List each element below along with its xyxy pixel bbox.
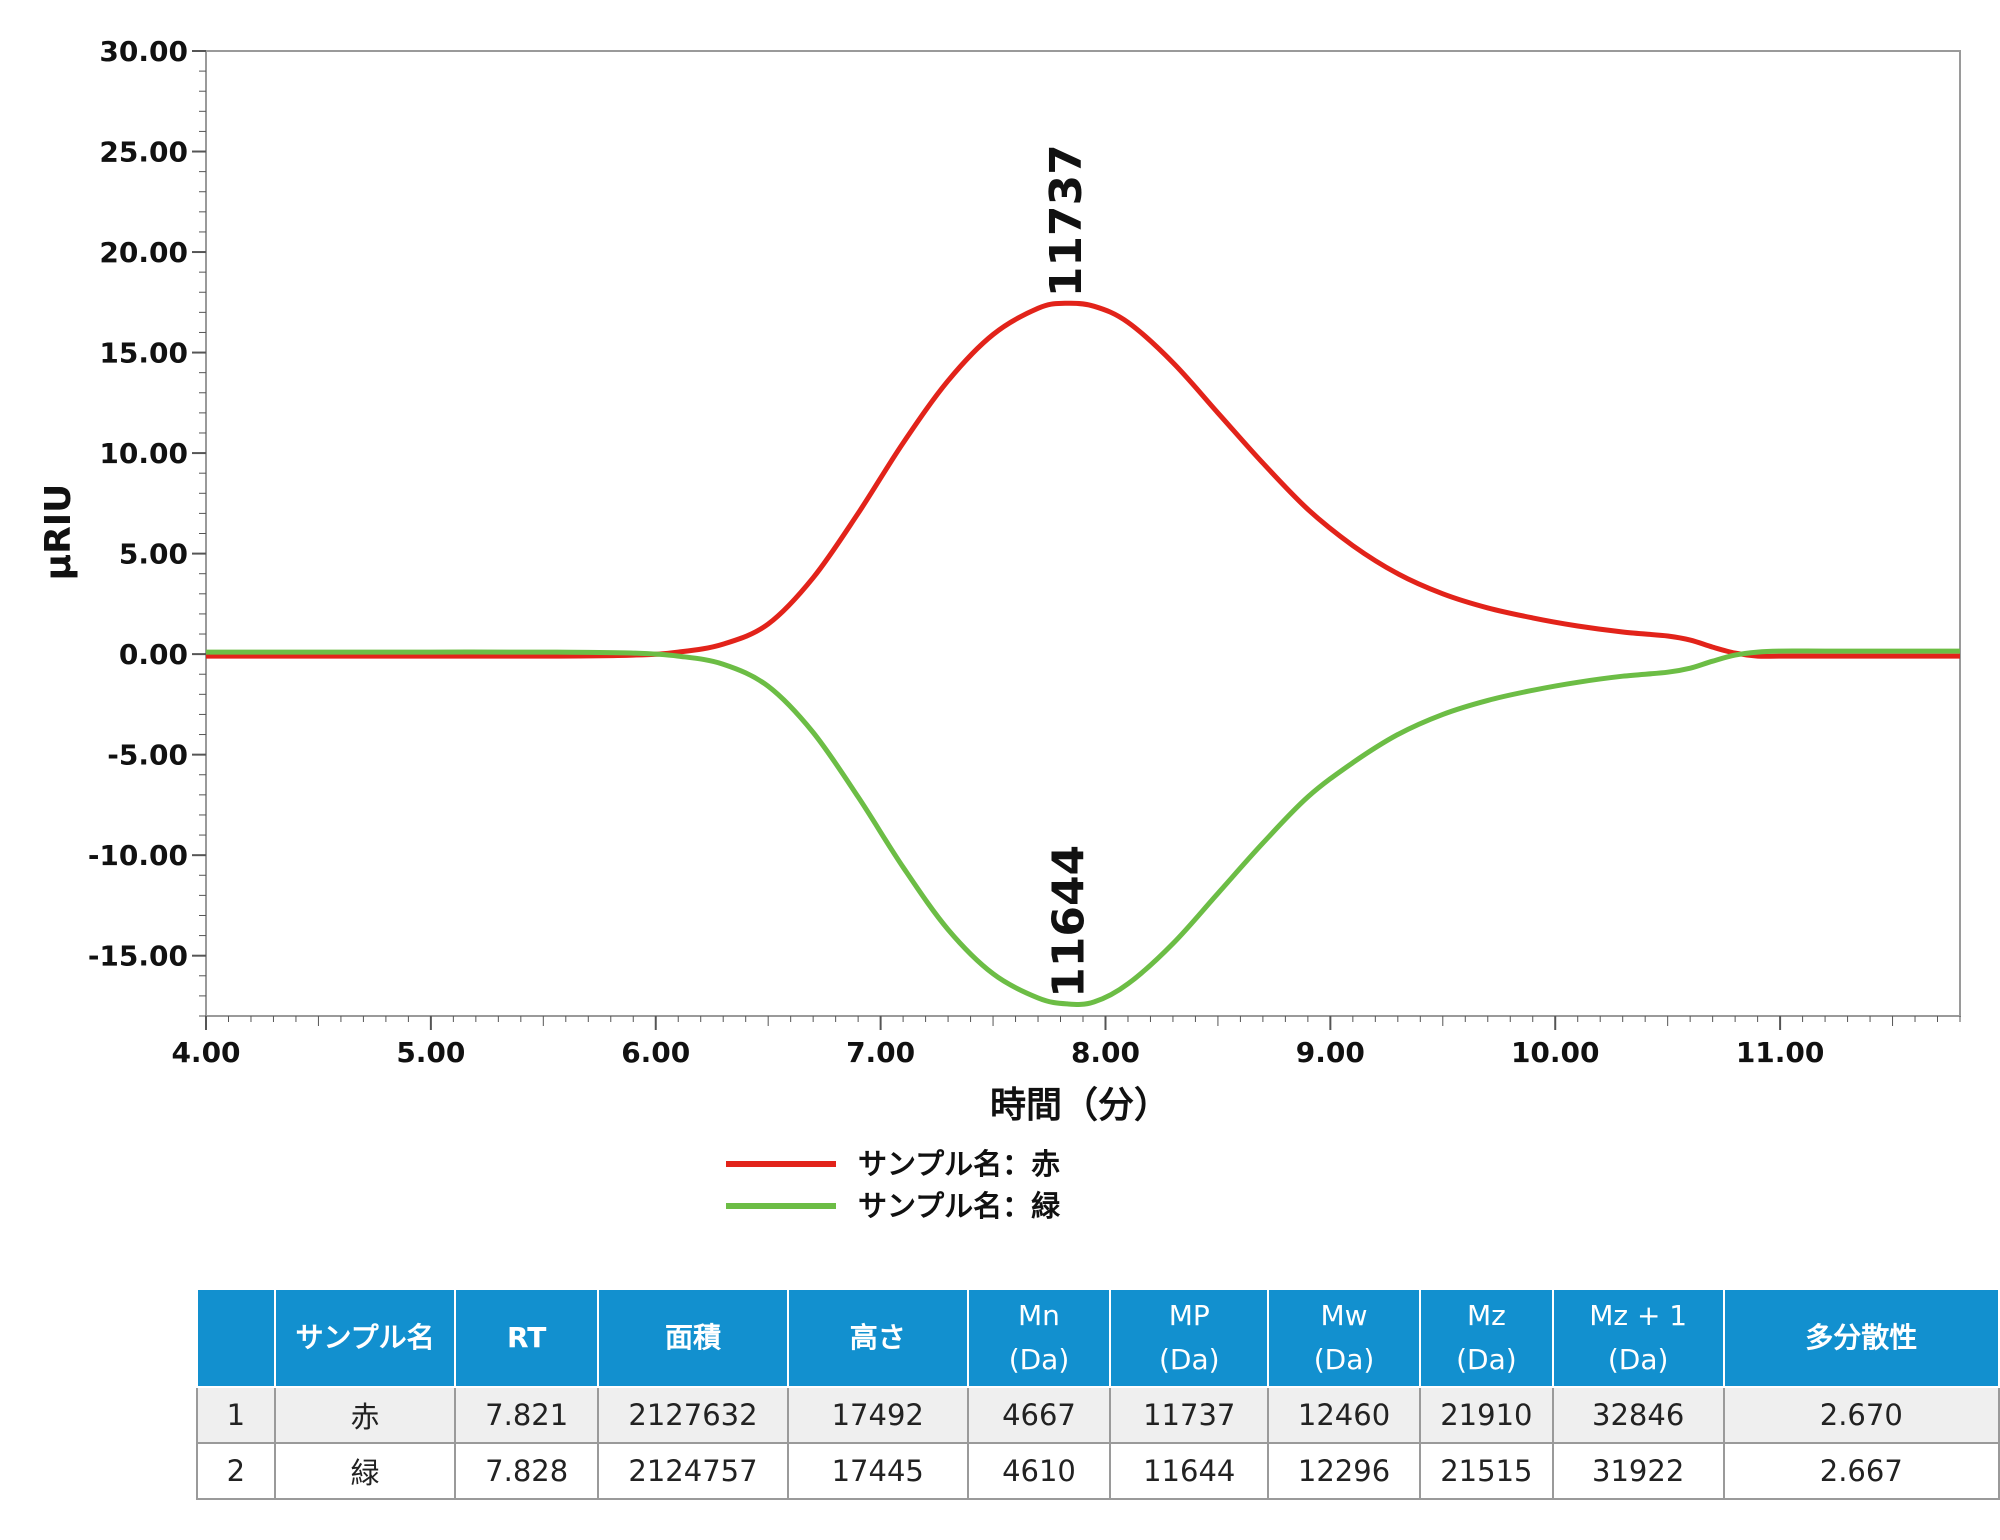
header-index — [196, 1288, 276, 1388]
series-layer — [205, 300, 1960, 1007]
cell-sample-name: 緑 — [273, 1442, 457, 1500]
x-tick-label: 4.00 — [171, 1036, 240, 1069]
cell-index: 2 — [196, 1442, 276, 1500]
header-mw: Mw (Da) — [1267, 1288, 1421, 1388]
legend-label-red: サンプル名：赤 — [858, 1147, 1060, 1181]
x-tick-label: 7.00 — [846, 1036, 915, 1069]
x-tick-label: 11.00 — [1736, 1036, 1825, 1069]
x-tick-label: 5.00 — [396, 1036, 465, 1069]
y-tick-label: 25.00 — [99, 136, 188, 169]
peak-label: 11737 — [1041, 144, 1092, 297]
y-tick-label: -10.00 — [88, 839, 188, 872]
x-axis-title: 時間（分） — [990, 1085, 1170, 1126]
header-mp: MP (Da) — [1109, 1288, 1270, 1388]
peak-label: 11644 — [1043, 845, 1094, 998]
legend-label-green: サンプル名：緑 — [858, 1189, 1061, 1223]
cell-polydispersity: 2.670 — [1722, 1386, 2000, 1444]
cell-mn: 4610 — [966, 1442, 1112, 1500]
y-tick-label: 20.00 — [99, 236, 188, 269]
header-mn: Mn (Da) — [966, 1288, 1112, 1388]
cell-polydispersity: 2.667 — [1722, 1442, 2000, 1500]
y-tick-label: 5.00 — [119, 538, 188, 571]
cell-area: 2124757 — [597, 1442, 789, 1500]
header-mz-plus-1: Mz + 1 (Da) — [1551, 1288, 1725, 1388]
cell-index: 1 — [196, 1386, 276, 1444]
y-tick-label: -15.00 — [88, 940, 188, 973]
cell-mn: 4667 — [966, 1386, 1112, 1444]
cell-mz: 21910 — [1418, 1386, 1554, 1444]
x-tick-label: 8.00 — [1071, 1036, 1140, 1069]
table-header-row: サンプル名 RT 面積 高さ Mn (Da) MP (Da) Mw (Da) Mz (D… — [196, 1288, 2000, 1388]
results-table: サンプル名 RT 面積 高さ Mn (Da) MP (Da) Mw (Da) Mz (D… — [196, 1288, 2000, 1500]
x-tick-label: 9.00 — [1296, 1036, 1365, 1069]
cell-mw: 12460 — [1267, 1386, 1421, 1444]
y-tick-label: 30.00 — [99, 35, 188, 68]
cell-rt: 7.821 — [454, 1386, 600, 1444]
header-sample-name: サンプル名 — [273, 1288, 457, 1388]
legend: サンプル名：赤 サンプル名：緑 — [726, 1147, 1061, 1223]
y-axis-title: μRIU — [38, 484, 79, 581]
cell-mz-plus-1: 31922 — [1551, 1442, 1725, 1500]
header-mz: Mz (Da) — [1418, 1288, 1554, 1388]
table-row: 1 赤 7.821 2127632 17492 4667 11737 12460… — [196, 1386, 2000, 1444]
x-tick-label: 10.00 — [1511, 1036, 1600, 1069]
header-polydispersity: 多分散性 — [1722, 1288, 2000, 1388]
x-tick-label: 6.00 — [621, 1036, 690, 1069]
cell-mz-plus-1: 32846 — [1551, 1386, 1725, 1444]
cell-height: 17492 — [786, 1386, 969, 1444]
x-axis: 4.00 5.00 6.00 7.00 8.00 9.00 10.00 11.00 — [171, 1016, 1961, 1069]
header-area: 面積 — [597, 1288, 789, 1388]
cell-rt: 7.828 — [454, 1442, 600, 1500]
header-height: 高さ — [786, 1288, 969, 1388]
table-row: 2 緑 7.828 2124757 17445 4610 11644 12296… — [196, 1442, 2000, 1500]
y-tick-label: 10.00 — [99, 437, 188, 470]
series-line-red — [205, 300, 1960, 659]
cell-mp: 11644 — [1109, 1442, 1270, 1500]
series-line-green — [205, 648, 1960, 1007]
y-tick-label: 15.00 — [99, 337, 188, 370]
cell-height: 17445 — [786, 1442, 969, 1500]
cell-mw: 12296 — [1267, 1442, 1421, 1500]
cell-mz: 21515 — [1418, 1442, 1554, 1500]
chromatogram-chart: 30.00 25.00 20.00 15.00 10.00 5.00 0.00 -5.00 -1… — [38, 35, 1961, 1223]
y-tick-label: -5.00 — [107, 739, 188, 772]
cell-area: 2127632 — [597, 1386, 789, 1444]
cell-mp: 11737 — [1109, 1386, 1270, 1444]
cell-sample-name: 赤 — [273, 1386, 457, 1444]
y-tick-label: 0.00 — [119, 638, 188, 671]
peak-annotations: 11737 11644 — [1041, 144, 1094, 998]
header-rt: RT — [454, 1288, 600, 1388]
y-axis: 30.00 25.00 20.00 15.00 10.00 5.00 0.00 -5.00 -1… — [88, 35, 206, 1017]
